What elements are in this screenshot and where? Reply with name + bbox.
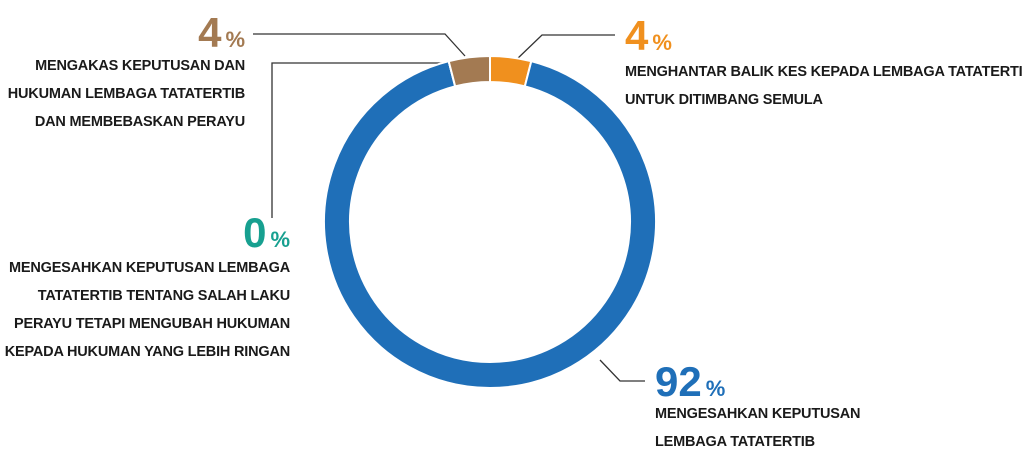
value-label: 4% [198, 9, 245, 56]
value-suffix: % [225, 27, 245, 52]
value-suffix: % [652, 30, 672, 55]
category-label: MENGESAHKAN KEPUTUSAN LEMBAGA [9, 260, 291, 276]
category-label: HUKUMAN LEMBAGA TATATERTIB [8, 86, 245, 102]
value-suffix: % [706, 376, 726, 401]
value-label: 92% [655, 358, 725, 405]
donut-segment [447, 54, 491, 88]
donut-segment [323, 59, 657, 389]
leader-line [253, 33, 466, 57]
value-number: 92 [655, 358, 702, 405]
category-label: TATATERTIB TENTANG SALAH LAKU [38, 288, 290, 304]
category-label: MENGESAHKAN KEPUTUSAN [655, 406, 860, 422]
category-label: MENGHANTAR BALIK KES KEPADA LEMBAGA TATA… [625, 64, 1023, 80]
leader-line [271, 62, 446, 218]
leader-line [515, 34, 615, 61]
value-label: 4% [625, 12, 672, 59]
value-label: 0% [243, 209, 290, 256]
leader-lines [253, 33, 645, 382]
value-number: 0 [243, 209, 266, 256]
category-label: UNTUK DITIMBANG SEMULA [625, 92, 824, 108]
category-label: MENGAKAS KEPUTUSAN DAN [35, 58, 245, 74]
category-label: PERAYU TETAPI MENGUBAH HUKUMAN [14, 316, 290, 332]
value-number: 4 [198, 9, 222, 56]
value-suffix: % [270, 227, 290, 252]
category-label: KEPADA HUKUMAN YANG LEBIH RINGAN [5, 344, 290, 360]
category-label: LEMBAGA TATATERTIB [655, 434, 815, 450]
leader-line [599, 359, 645, 382]
value-number: 4 [625, 12, 649, 59]
category-label: DAN MEMBEBASKAN PERAYU [35, 114, 245, 130]
